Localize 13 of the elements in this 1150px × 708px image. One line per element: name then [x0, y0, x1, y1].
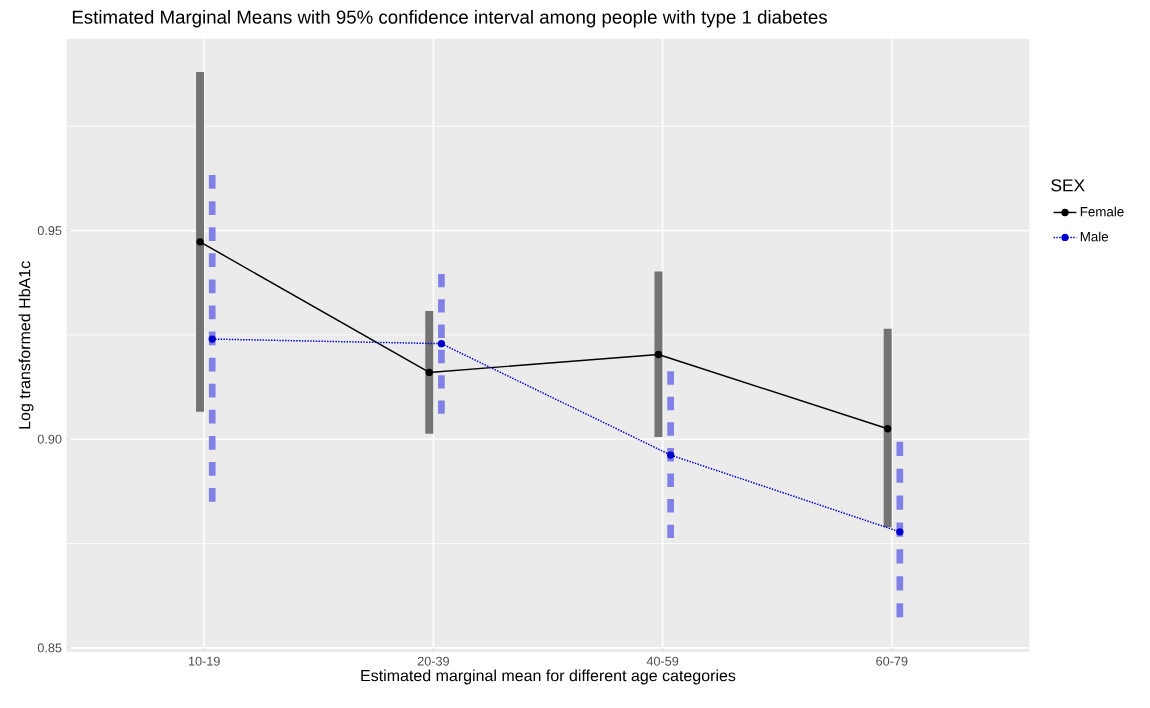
legend-label: Female: [1080, 206, 1124, 217]
y-tick-label: 0.95: [37, 226, 62, 236]
legend-title: SEX: [1051, 179, 1085, 192]
y-axis-title: Log transformed HbA1c: [18, 261, 34, 429]
y-tick-label: 0.90: [37, 434, 62, 444]
x-tick-label: 60-79: [876, 656, 908, 666]
x-axis-title: Estimated marginal mean for different age categories: [361, 669, 736, 685]
legend-label: Male: [1080, 231, 1109, 242]
x-tick-label: 20-39: [417, 656, 449, 666]
x-tick-label: 10-19: [188, 656, 220, 666]
y-tick-label: 0.85: [37, 643, 62, 653]
chart-title: Estimated Marginal Means with 95% confidence interval among people with type 1 diabetes: [72, 10, 827, 28]
x-tick-label: 40-59: [646, 656, 679, 666]
